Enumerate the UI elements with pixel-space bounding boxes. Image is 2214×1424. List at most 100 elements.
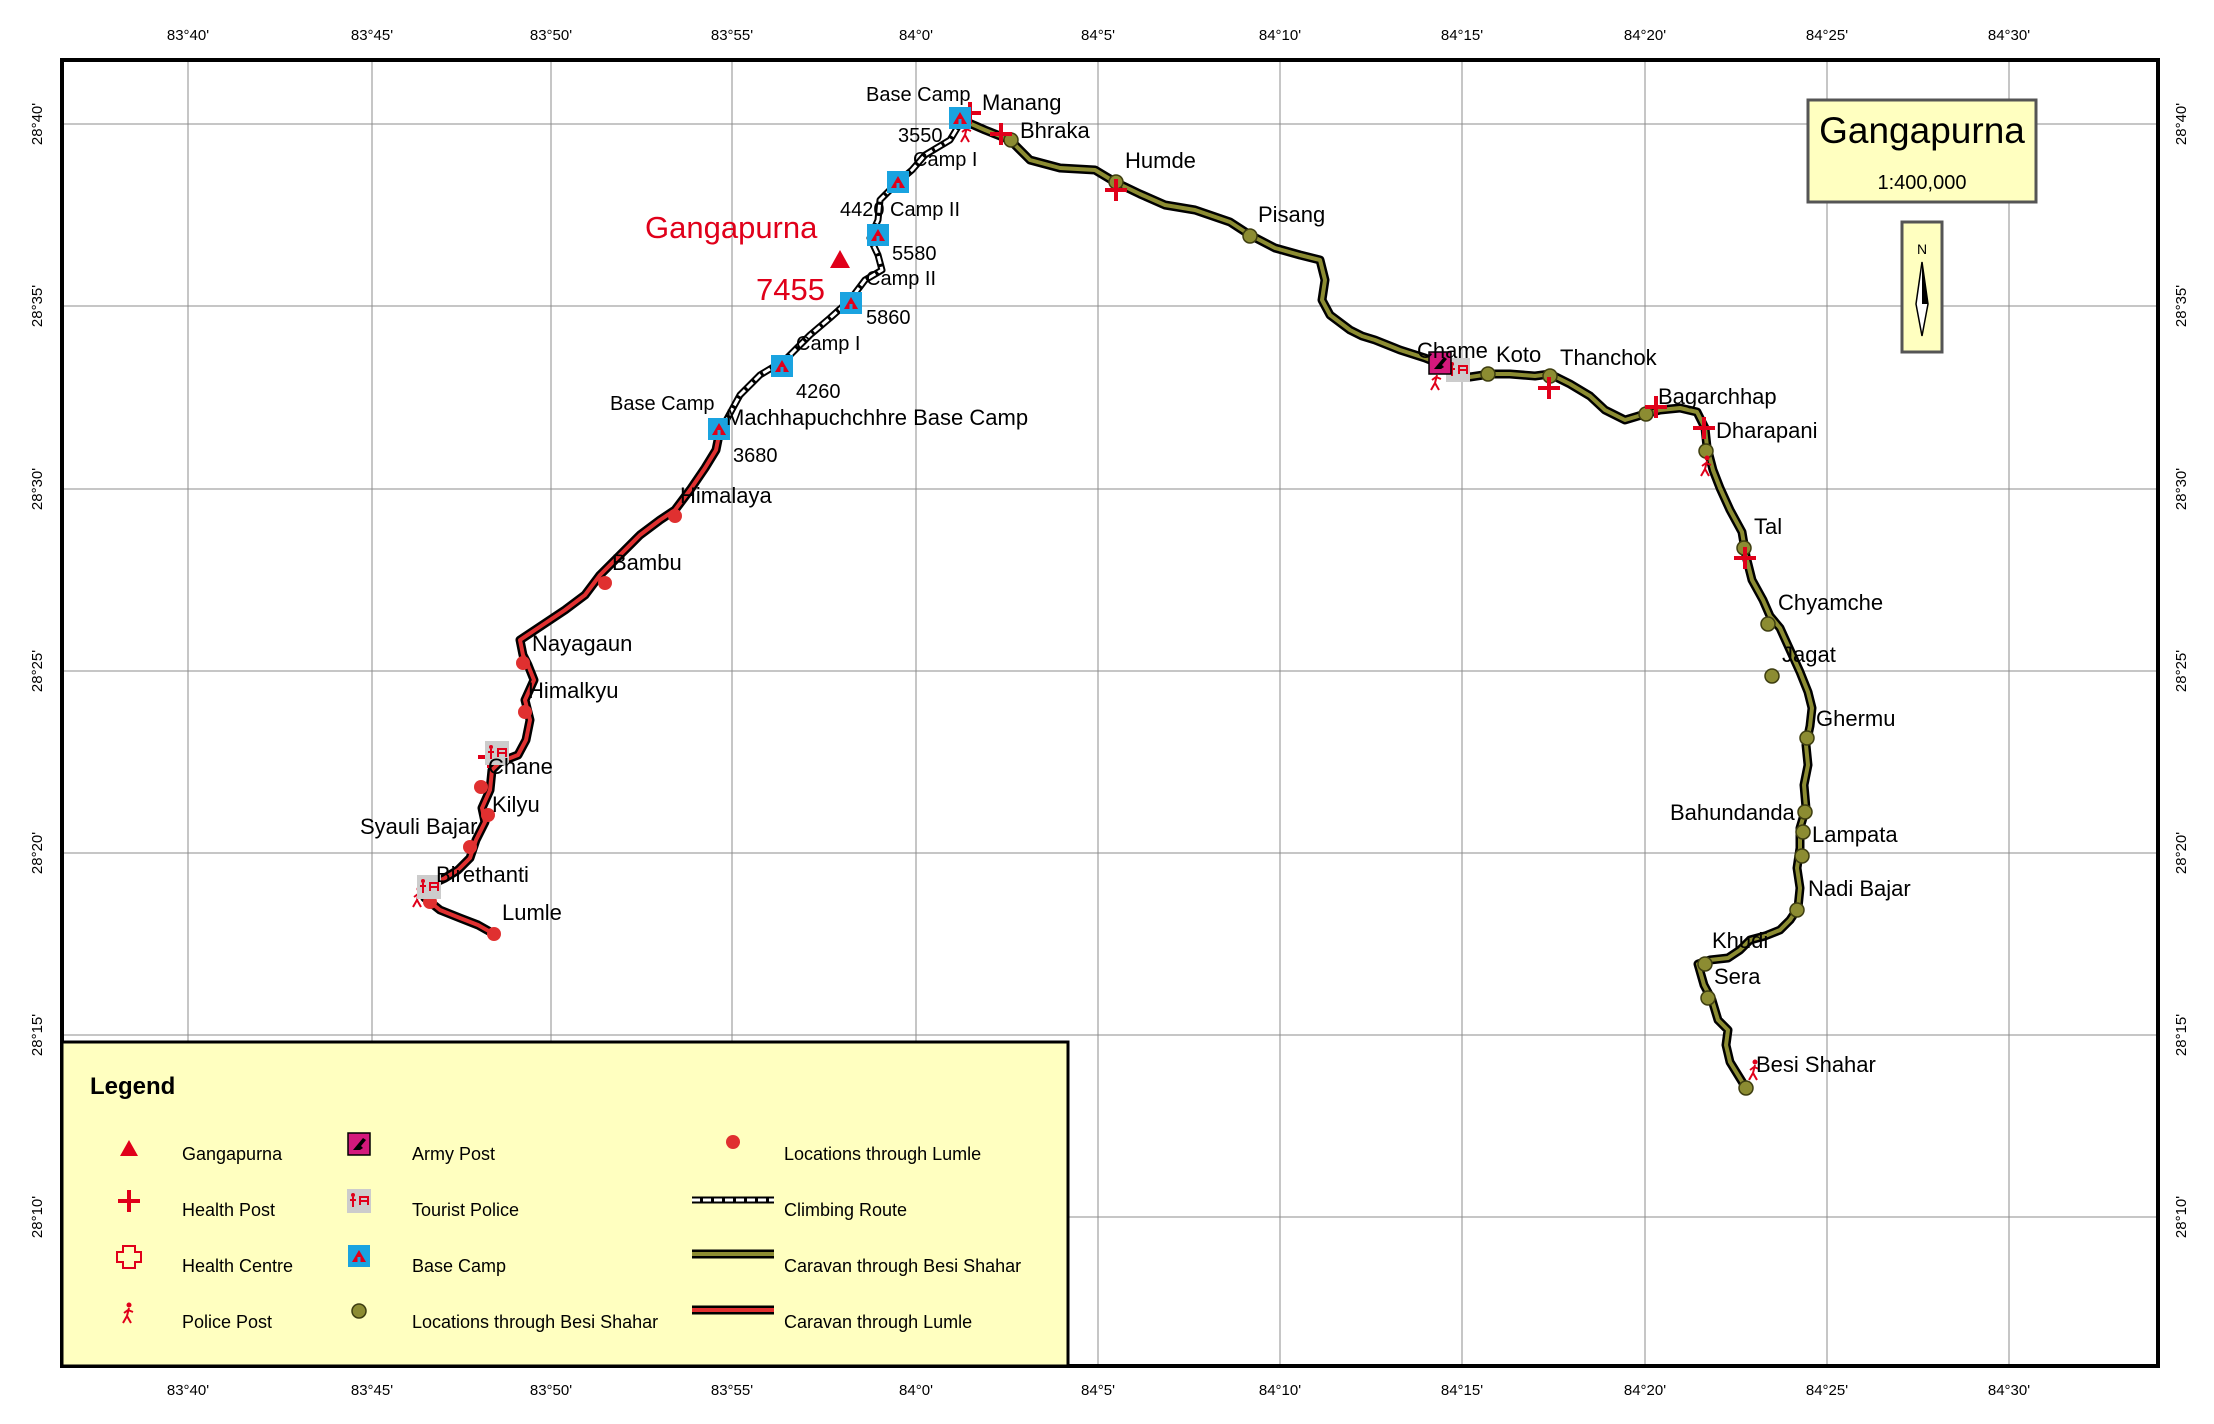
north-arrow-icon: N — [1900, 220, 1944, 354]
legend-label: Base Camp — [412, 1256, 506, 1276]
outline-cross-icon — [116, 1245, 142, 1269]
camp-label: Camp II — [890, 199, 960, 221]
lon-tick-label: 84°10' — [1259, 27, 1301, 44]
north-label: N — [1917, 241, 1927, 257]
lon-tick-label: 83°40' — [167, 27, 209, 44]
altitude-label: 3550 — [898, 125, 943, 147]
lon-ticks-top: 83°40' 83°45' 83°50' 83°55' 84°0' 84°5' … — [167, 27, 2030, 44]
place-label: Bhraka — [1020, 118, 1090, 143]
place-label: Himalaya — [680, 483, 772, 508]
mbc-label: Machhapuchchhre Base Camp — [726, 405, 1028, 430]
place-label: Syauli Bajar — [360, 814, 477, 839]
altitude-label: 5580 — [892, 243, 937, 265]
lat-tick-label: 28°25' — [2173, 650, 2190, 692]
base-camp-label: Base Camp — [610, 393, 715, 415]
lon-tick-label: 83°45' — [351, 1382, 393, 1399]
place-label: Birethanti — [436, 862, 529, 887]
peak-name-label: Gangapurna — [645, 210, 818, 245]
lon-tick-label: 84°15' — [1441, 27, 1483, 44]
altitude-label: 4260 — [796, 381, 841, 403]
place-label: Sera — [1714, 964, 1761, 989]
legend-label: Police Post — [182, 1312, 272, 1332]
place-label: Khudi — [1712, 928, 1768, 953]
lat-tick-label: 28°30' — [29, 468, 46, 510]
lon-tick-label: 84°10' — [1259, 1382, 1301, 1399]
lon-tick-label: 83°50' — [530, 1382, 572, 1399]
peak-elevation-label: 7455 — [756, 272, 825, 307]
lon-tick-label: 84°30' — [1988, 27, 2030, 44]
legend-label: Health Centre — [182, 1256, 293, 1276]
place-label: Koto — [1496, 342, 1541, 367]
triangle-icon — [120, 1140, 138, 1156]
altitude-label: 5860 — [866, 307, 911, 329]
place-label: Lumle — [502, 900, 562, 925]
tourist-police-icon — [346, 1188, 372, 1214]
lat-ticks-right: 28°40' 28°35' 28°30' 28°25' 28°20' 28°15… — [2173, 103, 2190, 1238]
lon-tick-label: 83°50' — [530, 27, 572, 44]
legend: Legend Gangapurna Health Post Health Cen… — [60, 1040, 1070, 1368]
besi-shahar-place-labels: Bhraka Humde Pisang Chame Koto Thanchok … — [1020, 118, 1911, 1077]
lon-tick-label: 83°55' — [711, 1382, 753, 1399]
legend-title: Legend — [90, 1073, 175, 1100]
lon-tick-label: 84°20' — [1624, 27, 1666, 44]
place-label: Thanchok — [1560, 345, 1658, 370]
place-label: Nadi Bajar — [1808, 876, 1911, 901]
altitude-label: 3680 — [733, 445, 778, 467]
lon-tick-label: 84°20' — [1624, 1382, 1666, 1399]
place-label: Kilyu — [492, 792, 540, 817]
lon-ticks-bottom: 83°40' 83°45' 83°50' 83°55' 84°0' 84°5' … — [167, 1382, 2030, 1399]
lon-tick-label: 83°40' — [167, 1382, 209, 1399]
map-title-box: Gangapurna 1:400,000 — [1806, 98, 2038, 204]
lat-ticks-left: 28°40' 28°35' 28°30' 28°25' 28°20' 28°15… — [29, 103, 46, 1238]
place-label: Bahundanda — [1670, 800, 1796, 825]
lon-tick-label: 84°15' — [1441, 1382, 1483, 1399]
lat-tick-label: 28°10' — [29, 1196, 46, 1238]
legend-label: Tourist Police — [412, 1200, 519, 1220]
olive-dot-icon — [351, 1303, 367, 1319]
place-label: Tal — [1754, 514, 1782, 539]
place-label: Chane — [488, 754, 553, 779]
place-label: Pisang — [1258, 202, 1325, 227]
lon-tick-label: 84°0' — [899, 1382, 933, 1399]
red-dot-icon — [726, 1135, 740, 1149]
lon-tick-label: 83°45' — [351, 27, 393, 44]
lon-tick-label: 84°5' — [1081, 1382, 1115, 1399]
place-label: Chyamche — [1778, 590, 1883, 615]
base-camp-label: Base Camp — [866, 84, 971, 106]
legend-label: Caravan through Lumle — [784, 1312, 972, 1332]
tent-icon — [348, 1245, 370, 1267]
place-label: Himalkyu — [528, 678, 618, 703]
altitude-label: 4420 — [840, 199, 885, 221]
lumle-place-labels: Himalaya Bambu Nayagaun Himalkyu Chane K… — [360, 483, 772, 925]
place-label: Lampata — [1812, 822, 1898, 847]
legend-label: Caravan through Besi Shahar — [784, 1256, 1021, 1276]
place-label: Nayagaun — [532, 631, 632, 656]
map-title: Gangapurna — [1819, 110, 2025, 151]
place-label: Ghermu — [1816, 706, 1895, 731]
lat-tick-label: 28°20' — [2173, 832, 2190, 874]
camp-label: Camp I — [796, 333, 860, 355]
place-label: Chame — [1417, 338, 1488, 363]
lat-tick-label: 28°20' — [29, 832, 46, 874]
legend-label: Gangapurna — [182, 1144, 283, 1164]
camp-label: Camp I — [913, 149, 977, 171]
map-scale: 1:400,000 — [1878, 172, 1967, 194]
legend-label: Locations through Besi Shahar — [412, 1312, 658, 1332]
lon-tick-label: 83°55' — [711, 27, 753, 44]
legend-label: Army Post — [412, 1144, 495, 1164]
lat-tick-label: 28°35' — [29, 285, 46, 327]
place-label: Besi Shahar — [1756, 1052, 1876, 1077]
lat-tick-label: 28°15' — [2173, 1014, 2190, 1056]
legend-label: Health Post — [182, 1200, 275, 1220]
lat-tick-label: 28°40' — [2173, 103, 2190, 145]
army-icon — [347, 1132, 371, 1156]
lat-tick-label: 28°35' — [2173, 285, 2190, 327]
lat-tick-label: 28°30' — [2173, 468, 2190, 510]
lon-tick-label: 84°30' — [1988, 1382, 2030, 1399]
legend-label: Locations through Lumle — [784, 1144, 981, 1164]
lat-tick-label: 28°15' — [29, 1014, 46, 1056]
place-label: Bambu — [612, 550, 682, 575]
lon-tick-label: 84°25' — [1806, 27, 1848, 44]
lon-tick-label: 84°5' — [1081, 27, 1115, 44]
place-label: Jagat — [1782, 642, 1836, 667]
